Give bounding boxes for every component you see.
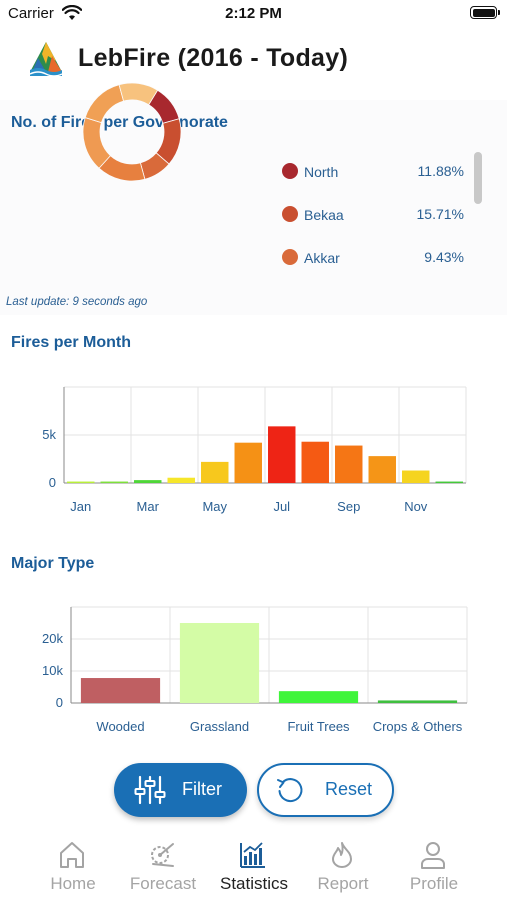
home-icon xyxy=(60,842,84,868)
tab-forecast-label: Forecast xyxy=(129,874,197,893)
reset-button-label: Reset xyxy=(325,779,373,799)
bar-nov[interactable] xyxy=(402,470,430,483)
bar-mar[interactable] xyxy=(134,480,162,483)
tab-profile-label: Profile xyxy=(409,874,459,893)
bar-jan[interactable] xyxy=(67,481,95,484)
y-tick-label: 20k xyxy=(42,631,63,646)
bar-dec[interactable] xyxy=(435,481,463,484)
app-title: LebFire (2016 - Today) xyxy=(78,44,349,72)
tab-home[interactable]: Home xyxy=(23,830,123,898)
battery-icon xyxy=(470,6,500,19)
legend-item-north: North 11.88% xyxy=(282,161,472,183)
reset-button[interactable]: Reset xyxy=(257,763,394,817)
grid xyxy=(63,386,467,483)
x-tick-label: Mar xyxy=(137,499,160,514)
reset-icon xyxy=(277,778,303,803)
filter-button-label: Filter xyxy=(182,779,222,799)
bar-apr[interactable] xyxy=(167,477,195,483)
tab-home-label: Home xyxy=(50,874,96,893)
legend-percentage: 9.43% xyxy=(424,249,464,265)
major-type-title: Major Type xyxy=(11,555,95,572)
tab-report-label: Report xyxy=(317,874,369,893)
carrier-label: Carrier xyxy=(8,5,54,22)
status-bar: Carrier 2:12 PM xyxy=(0,0,507,30)
last-update-text: Last update: 9 seconds ago xyxy=(6,296,148,308)
app-header: LebFire (2016 - Today) xyxy=(0,36,507,86)
legend-name: Bekaa xyxy=(304,207,344,223)
x-tick-label: Grassland xyxy=(190,719,249,734)
statistics-icon xyxy=(240,842,265,868)
legend-item-bekaa: Bekaa 15.71% xyxy=(282,204,472,226)
report-fire-icon xyxy=(332,842,352,868)
legend-item-akkar: Akkar 9.43% xyxy=(282,247,472,269)
bar-jun[interactable] xyxy=(234,442,262,483)
x-tick-label: Jan xyxy=(70,499,91,514)
bar-wooded[interactable] xyxy=(80,678,161,703)
tab-report[interactable]: Report xyxy=(293,830,393,898)
wifi-icon xyxy=(62,5,82,20)
y-tick-label: 0 xyxy=(56,695,63,710)
bar-grassland[interactable] xyxy=(179,623,260,703)
major-type-chart: 0 10k 20k Wooded Grassland Fruit Trees Crops &… xyxy=(42,606,468,734)
fires-per-month-chart: 0 5k Jan Mar May Jul Sep Nov xyxy=(42,386,467,514)
status-time: 2:12 PM xyxy=(225,5,282,22)
x-tick-label: Jul xyxy=(273,499,290,514)
tab-forecast[interactable]: Forecast xyxy=(113,830,213,898)
x-tick-label: Fruit Trees xyxy=(287,719,350,734)
donut-slice[interactable] xyxy=(82,117,112,169)
sliders-icon xyxy=(134,775,166,805)
bar-jul[interactable] xyxy=(268,426,296,483)
x-tick-label: Sep xyxy=(337,499,360,514)
x-tick-label: May xyxy=(202,499,227,514)
legend-scrollbar[interactable] xyxy=(474,152,482,204)
bar-aug[interactable] xyxy=(301,441,329,483)
legend-percentage: 15.71% xyxy=(416,206,464,222)
donut-slice[interactable] xyxy=(84,84,125,124)
y-tick-label: 5k xyxy=(42,427,56,442)
x-tick-label: Nov xyxy=(404,499,428,514)
y-tick-label: 10k xyxy=(42,663,63,678)
legend-dot xyxy=(282,249,298,265)
governorate-donut-chart xyxy=(82,82,182,182)
legend-dot xyxy=(282,206,298,222)
tab-profile[interactable]: Profile xyxy=(384,830,484,898)
bar-may[interactable] xyxy=(201,461,229,483)
tab-bar: Home Forecast Statistics Report xyxy=(0,830,507,900)
bar-crops-others[interactable] xyxy=(377,700,458,703)
forecast-icon xyxy=(151,843,174,867)
profile-icon xyxy=(421,842,445,869)
legend-dot xyxy=(282,163,298,179)
legend-percentage: 11.88% xyxy=(417,163,464,179)
x-tick-label: Crops & Others xyxy=(373,719,463,734)
grid xyxy=(70,606,468,703)
bar-sep[interactable] xyxy=(335,445,363,483)
legend-name: North xyxy=(304,164,339,180)
bar-oct[interactable] xyxy=(368,456,396,483)
tab-statistics-label: Statistics xyxy=(219,874,289,893)
y-tick-label: 0 xyxy=(49,475,56,490)
bar-feb[interactable] xyxy=(100,481,128,484)
donut-slice[interactable] xyxy=(118,82,159,106)
bar-fruit-trees[interactable] xyxy=(278,691,359,703)
filter-button[interactable]: Filter xyxy=(114,763,247,817)
app-logo-icon xyxy=(29,42,63,77)
tab-statistics[interactable]: Statistics xyxy=(204,830,304,898)
x-tick-label: Wooded xyxy=(96,719,144,734)
monthly-title: Fires per Month xyxy=(11,334,132,351)
legend-name: Akkar xyxy=(304,250,340,266)
